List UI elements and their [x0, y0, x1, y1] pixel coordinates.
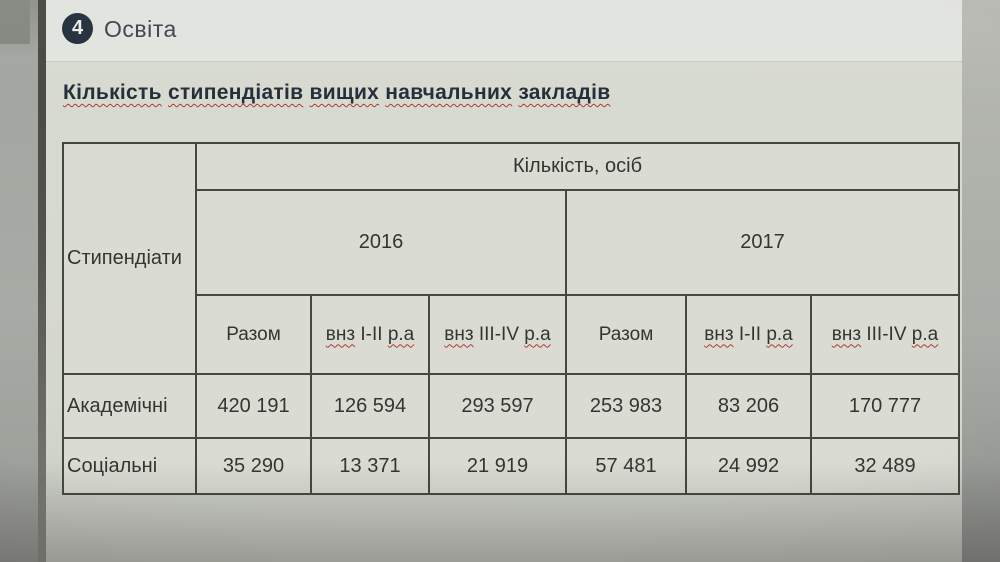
value-cell: 420 191 [195, 373, 312, 439]
subheader-part: внз [325, 323, 356, 345]
monitor-left-edge [0, 0, 38, 562]
title-word: закладів [518, 81, 611, 104]
subheader-part: внз [704, 323, 734, 345]
subheader-part: внз [444, 323, 474, 345]
section-title: Освіта [104, 16, 177, 42]
subheader-part: р.а [911, 323, 939, 345]
table-row-academic: Академічні 420 191 126 594 293 597 253 9… [62, 373, 960, 439]
document-title: Кількість стипендіатів вищих навчальних … [63, 81, 803, 105]
scholarship-table: Стипендіати Кількість, осіб 2016 2017 Ра… [62, 142, 960, 495]
value-cell: 24 992 [685, 437, 812, 495]
value-cell: 57 481 [565, 437, 687, 495]
value-cell: 126 594 [310, 373, 430, 439]
row-label-academic: Академічні [62, 373, 197, 439]
table-corner-header: Стипендіати [62, 142, 197, 375]
section-number: 4 [71, 17, 84, 39]
table-unit-header: Кількість, осіб [195, 142, 960, 191]
value-cell: 293 597 [428, 373, 567, 439]
value-cell: 13 371 [310, 437, 430, 495]
value-cell: 32 489 [810, 437, 960, 495]
row-label-social: Соціальні [62, 437, 197, 495]
subheader-vnz-1-2-2017: внз I-II р.а [685, 294, 812, 375]
year-header-2016: 2016 [195, 189, 567, 296]
screen-edge-shadow [38, 0, 46, 562]
title-word: стипендіатів [167, 81, 304, 104]
subheader-total-2016: Разом [195, 294, 312, 375]
subheader-part: р.а [524, 323, 551, 345]
subheader-vnz-1-2-2016: внз I-II р.а [310, 294, 430, 375]
value-cell: 35 290 [195, 437, 312, 495]
title-word: Кількість [63, 81, 162, 104]
subheader-part: р.а [766, 323, 793, 345]
table-row-social: Соціальні 35 290 13 371 21 919 57 481 24… [62, 437, 960, 495]
subheader-part: внз [831, 323, 862, 345]
value-cell: 83 206 [685, 373, 812, 439]
title-word: навчальних [385, 81, 513, 104]
subheader-part: р.а [387, 323, 415, 345]
title-word: вищих [309, 81, 380, 104]
value-cell: 170 777 [810, 373, 960, 439]
subheader-vnz-3-4-2017: внз III-IV р.а [810, 294, 960, 375]
subheader-part: I-II [738, 323, 762, 345]
monitor-right-edge [962, 0, 1000, 562]
slide-area: 4 Освіта Кількість стипендіатів вищих на… [46, 0, 962, 562]
subheader-total-2017: Разом [565, 294, 687, 375]
section-header-band: 4 Освіта [46, 0, 962, 62]
value-cell: 21 919 [428, 437, 567, 495]
monitor-left-edge-top [0, 0, 30, 44]
subheader-part: III-IV [478, 323, 519, 345]
section-number-badge: 4 [62, 13, 93, 44]
subheader-part: I-II [360, 323, 383, 345]
value-cell: 253 983 [565, 373, 687, 439]
year-header-2017: 2017 [565, 189, 960, 296]
subheader-part: III-IV [866, 323, 907, 345]
subheader-vnz-3-4-2016: внз III-IV р.а [428, 294, 567, 375]
